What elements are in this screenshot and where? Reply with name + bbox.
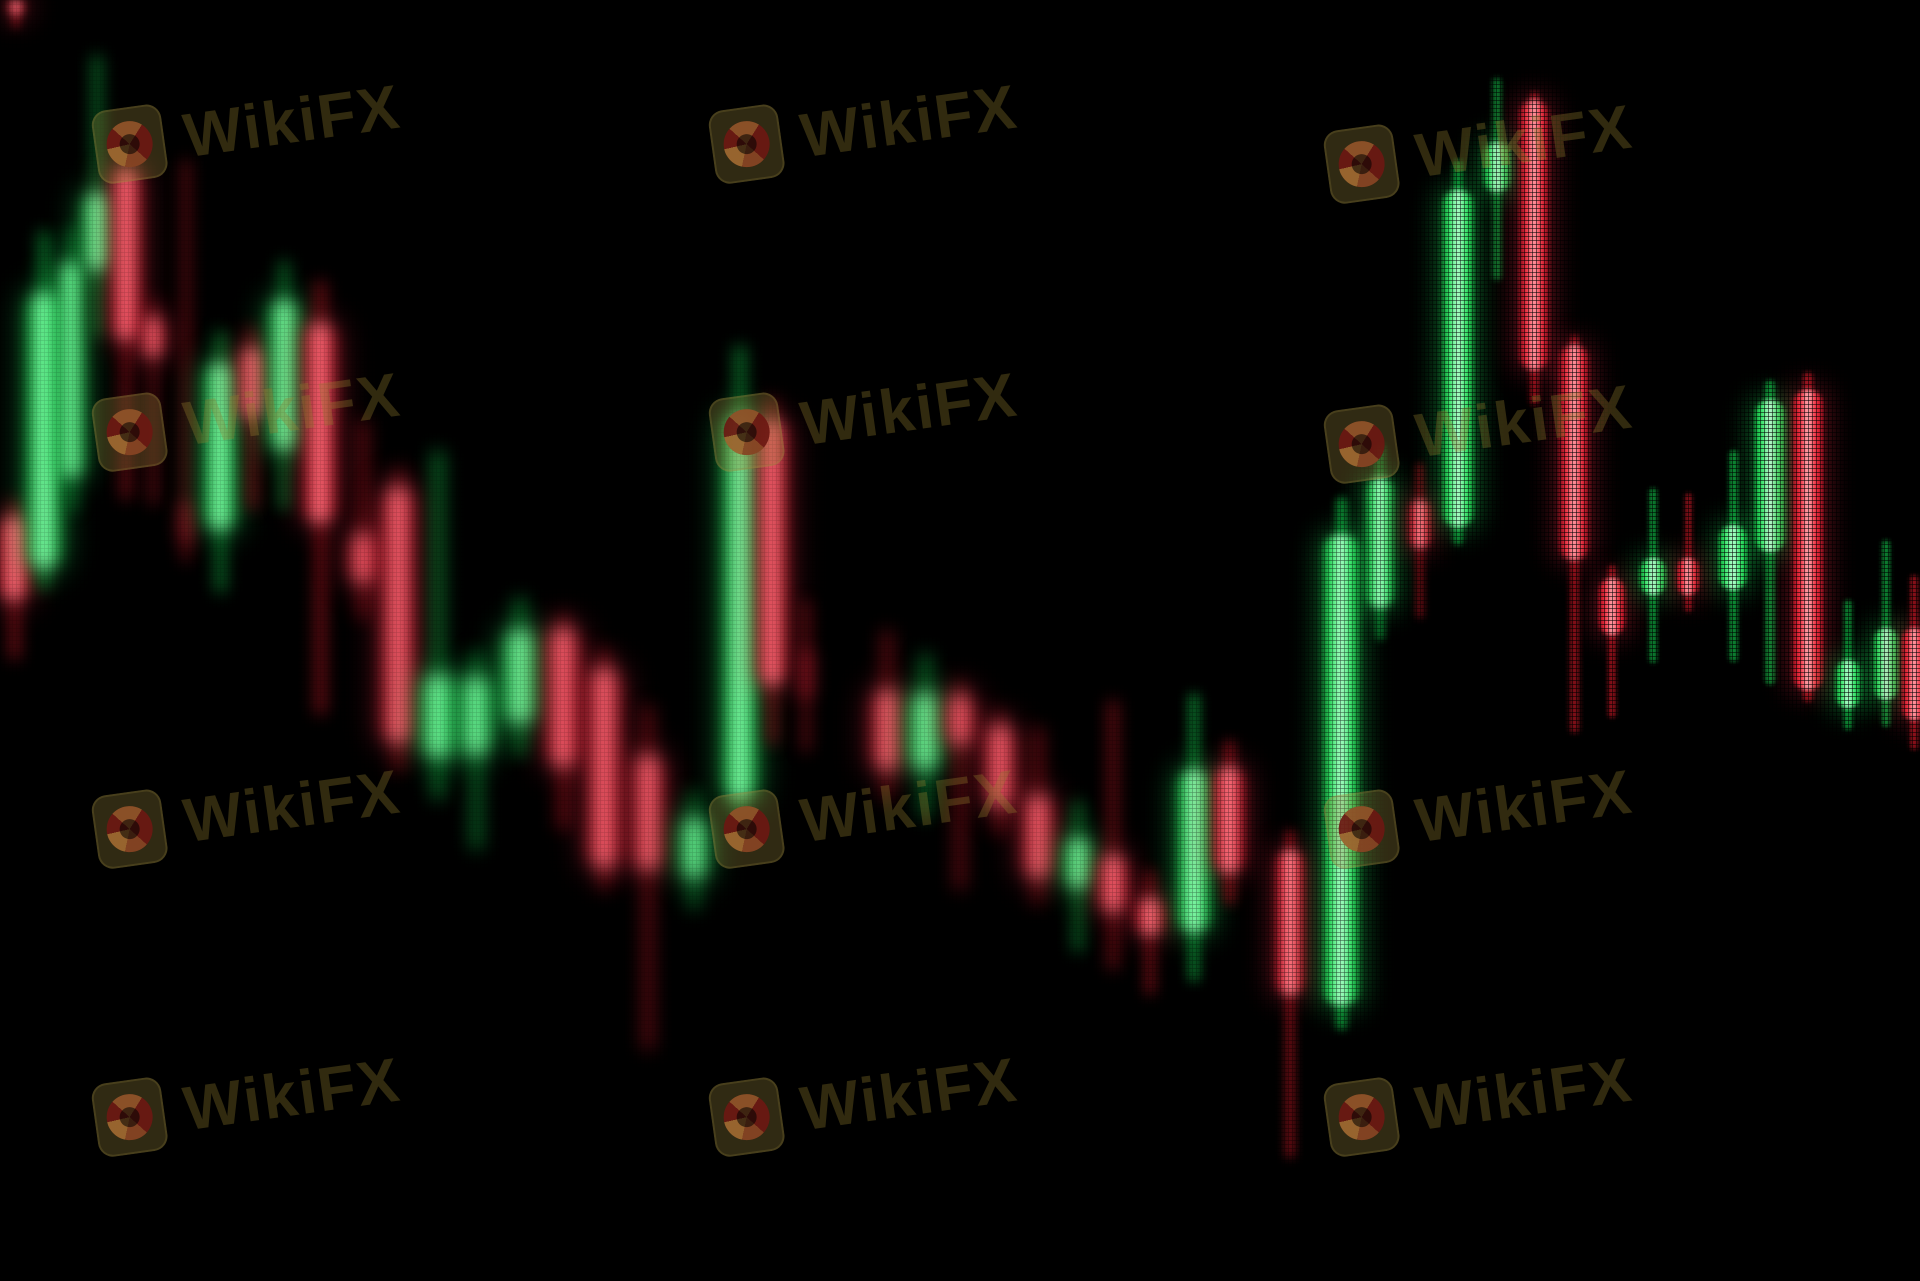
watermark-text: WikiFX: [179, 756, 405, 856]
wikifx-eagle-icon: [1321, 1075, 1402, 1159]
watermark-tile: WikiFX: [706, 1042, 1022, 1159]
wikifx-eagle-icon: [1321, 122, 1402, 206]
eagle-emblem: [103, 803, 156, 856]
wikifx-eagle-icon: [1321, 787, 1402, 871]
watermark-tile: WikiFX: [1321, 1042, 1637, 1159]
eagle-emblem: [720, 406, 773, 459]
wikifx-eagle-icon: [706, 787, 787, 871]
watermark-text: WikiFX: [796, 359, 1022, 459]
eagle-emblem: [103, 1091, 156, 1144]
watermark-text: WikiFX: [1411, 91, 1637, 191]
watermark-tile: WikiFX: [1321, 369, 1637, 486]
eagle-emblem: [1335, 418, 1388, 471]
watermark-tile: WikiFX: [1321, 89, 1637, 206]
watermark-tile: WikiFX: [89, 357, 405, 474]
wikifx-eagle-icon: [89, 390, 170, 474]
wikifx-eagle-icon: [706, 390, 787, 474]
watermark-text: WikiFX: [179, 71, 405, 171]
eagle-emblem: [720, 803, 773, 856]
watermark-text: WikiFX: [1411, 371, 1637, 471]
watermark-tile: WikiFX: [89, 69, 405, 186]
eagle-emblem: [720, 1091, 773, 1144]
watermark-tile: WikiFX: [706, 69, 1022, 186]
watermark-tile: WikiFX: [89, 754, 405, 871]
eagle-emblem: [1335, 803, 1388, 856]
eagle-emblem: [103, 118, 156, 171]
watermark-tile: WikiFX: [706, 357, 1022, 474]
wikifx-eagle-icon: [89, 1075, 170, 1159]
watermark-text: WikiFX: [1411, 1044, 1637, 1144]
wikifx-eagle-icon: [706, 1075, 787, 1159]
watermark-text: WikiFX: [796, 1044, 1022, 1144]
watermark-tile: WikiFX: [706, 754, 1022, 871]
eagle-emblem: [103, 406, 156, 459]
watermark-tile: WikiFX: [89, 1042, 405, 1159]
watermark-text: WikiFX: [179, 1044, 405, 1144]
wikifx-eagle-icon: [89, 102, 170, 186]
watermark-text: WikiFX: [796, 71, 1022, 171]
wikifx-eagle-icon: [1321, 402, 1402, 486]
watermark-text: WikiFX: [796, 756, 1022, 856]
wikifx-eagle-icon: [706, 102, 787, 186]
watermark-text: WikiFX: [1411, 756, 1637, 856]
eagle-emblem: [1335, 138, 1388, 191]
eagle-emblem: [1335, 1091, 1388, 1144]
watermark-tile: WikiFX: [1321, 754, 1637, 871]
wikifx-eagle-icon: [89, 787, 170, 871]
watermark-text: WikiFX: [179, 359, 405, 459]
eagle-emblem: [720, 118, 773, 171]
